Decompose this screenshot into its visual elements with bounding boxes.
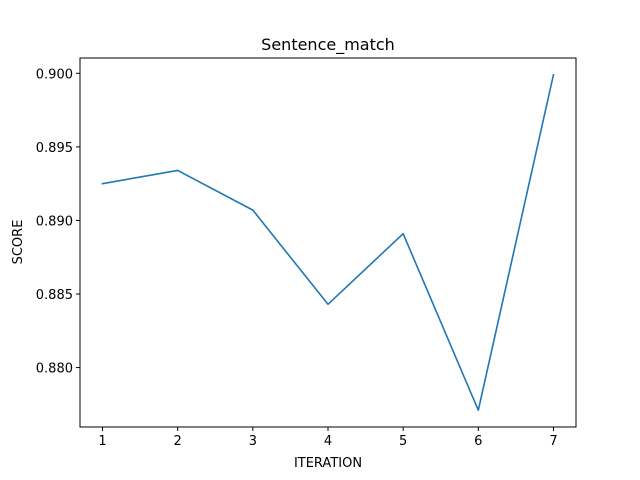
x-axis-label: ITERATION <box>294 456 362 471</box>
y-tick-label: 0.895 <box>36 141 73 156</box>
y-tick-label: 0.880 <box>36 362 73 377</box>
series-line <box>101 73 555 412</box>
y-tick-label: 0.890 <box>36 214 73 229</box>
y-tick-label: 0.900 <box>36 67 73 82</box>
y-tick-label: 0.885 <box>36 288 73 303</box>
x-tick-label: 7 <box>549 434 557 449</box>
x-tick-label: 4 <box>324 434 332 449</box>
y-axis-label: SCORE <box>11 220 26 265</box>
x-tick-label: 1 <box>98 434 106 449</box>
x-tick-label: 6 <box>474 434 482 449</box>
x-tick-label: 2 <box>174 434 182 449</box>
chart-title: Sentence_match <box>261 35 395 55</box>
x-tick-label: 3 <box>249 434 257 449</box>
plot-area <box>101 73 555 412</box>
x-tick-label: 5 <box>399 434 407 449</box>
